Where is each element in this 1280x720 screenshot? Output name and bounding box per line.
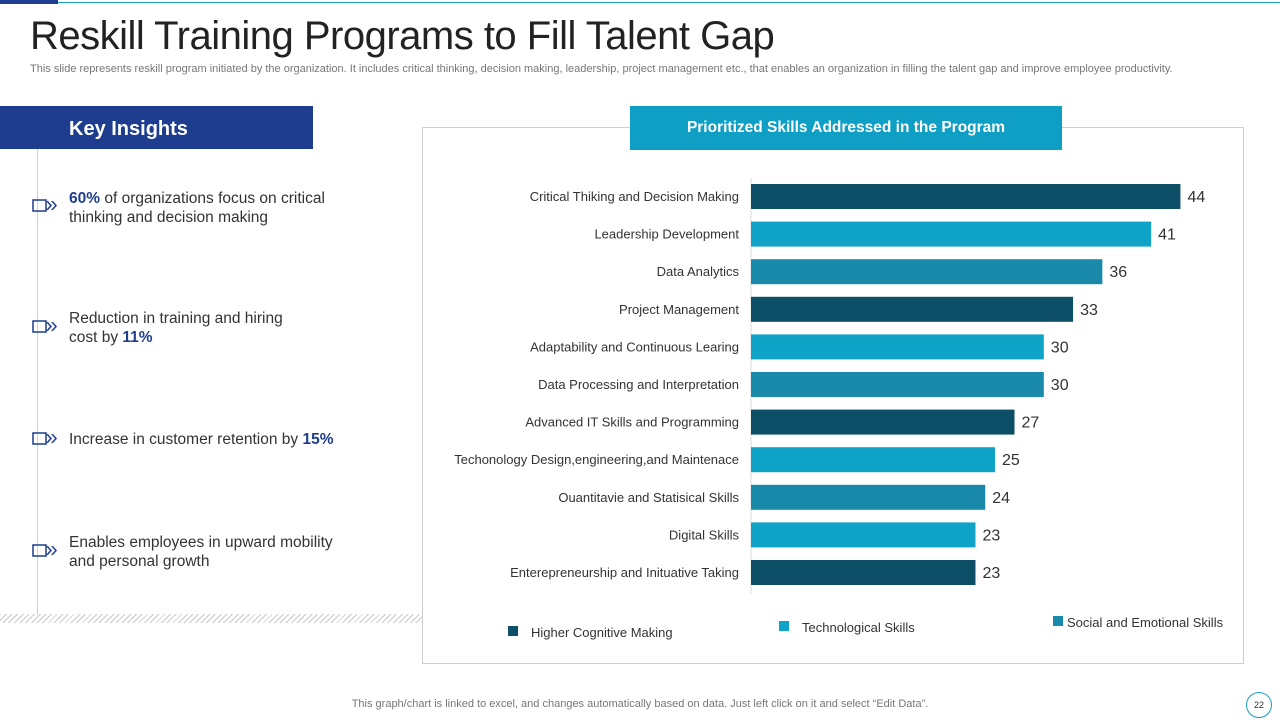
bar <box>751 259 1103 285</box>
insight-item-1-highlight: 60% <box>69 190 101 207</box>
chart-title: Prioritized Skills Addressed in the Prog… <box>686 119 1006 136</box>
data-label: 30 <box>1051 377 1069 394</box>
key-insights-header: Key Insights <box>0 106 313 149</box>
data-label: 44 <box>1187 189 1205 206</box>
insight-item-3: Increase in customer retention by 15% <box>69 430 369 449</box>
legend-label: Higher Cognitive Making <box>531 625 673 640</box>
data-label: 23 <box>982 527 1000 544</box>
bar <box>751 221 1152 247</box>
top-accent-line <box>58 2 1280 3</box>
skills-bar-chart: Critical Thiking and Decision Making 44 Le… <box>454 178 1224 640</box>
data-label: 24 <box>992 490 1010 507</box>
category-label: Digital Skills <box>669 527 740 542</box>
insight-item-1-text: of organizations focus on critical think… <box>69 190 325 226</box>
category-label: Critical Thiking and Decision Making <box>530 189 739 204</box>
legend-label: Social and Emotional Skills <box>1067 615 1224 630</box>
category-label: Ouantitavie and Statisical Skills <box>558 490 739 505</box>
category-label: Adaptability and Continuous Learing <box>530 339 739 354</box>
category-label: Project Management <box>619 302 739 317</box>
top-accent-bar <box>0 0 58 4</box>
legend-swatch <box>508 626 518 636</box>
page-number: 22 <box>1246 692 1272 718</box>
insight-item-3-highlight: 15% <box>302 431 334 448</box>
category-label: Advanced IT Skills and Programming <box>525 415 739 430</box>
category-label: Data Analytics <box>657 264 740 279</box>
data-label: 41 <box>1158 227 1176 244</box>
bar <box>751 484 986 510</box>
bar <box>751 409 1015 435</box>
bar <box>751 296 1074 322</box>
bar <box>751 372 1044 397</box>
insight-item-4-text: Enables employees in upward mobility and… <box>69 534 333 570</box>
data-label: 30 <box>1051 339 1069 356</box>
slide-subtitle: This slide represents reskill program in… <box>30 63 1173 75</box>
bar <box>751 334 1044 360</box>
slide-title: Reskill Training Programs to Fill Talent… <box>30 14 775 58</box>
insight-item-2: Reduction in training and hiring cost by… <box>69 309 309 347</box>
arrow-bullet-icon <box>32 542 58 565</box>
arrow-bullet-icon <box>32 197 58 220</box>
arrow-bullet-icon <box>32 430 58 453</box>
footer-note: This graph/chart is linked to excel, and… <box>351 698 929 710</box>
insight-item-2-text: Reduction in training and hiring cost by <box>69 310 283 346</box>
key-insights-title: Key Insights <box>69 118 188 140</box>
category-label: Leadership Development <box>594 227 739 242</box>
insight-item-3-text: Increase in customer retention by <box>69 431 303 448</box>
insights-divider <box>37 149 38 615</box>
category-label: Data Processing and Interpretation <box>538 377 739 392</box>
data-label: 33 <box>1080 302 1098 319</box>
data-label: 23 <box>982 565 1000 582</box>
legend-swatch <box>1053 616 1063 626</box>
hatched-divider <box>0 614 422 623</box>
bar <box>751 522 976 548</box>
bar <box>751 560 976 585</box>
insight-item-1: 60% of organizations focus on critical t… <box>69 189 339 227</box>
data-label: 36 <box>1109 264 1127 281</box>
chart-title-banner: Prioritized Skills Addressed in the Prog… <box>630 106 1062 150</box>
legend-swatch <box>779 621 789 631</box>
insight-item-2-highlight: 11% <box>122 329 153 346</box>
bar <box>751 184 1181 209</box>
data-label: 25 <box>1002 452 1020 469</box>
insight-item-4: Enables employees in upward mobility and… <box>69 533 359 571</box>
bar <box>751 447 995 473</box>
legend-label: Technological Skills <box>802 620 915 635</box>
category-label: Techonology Design,engineering,and Maint… <box>454 452 739 467</box>
arrow-bullet-icon <box>32 318 58 341</box>
category-label: Enterepreneurship and Inituative Taking <box>510 565 739 580</box>
data-label: 27 <box>1022 415 1040 432</box>
